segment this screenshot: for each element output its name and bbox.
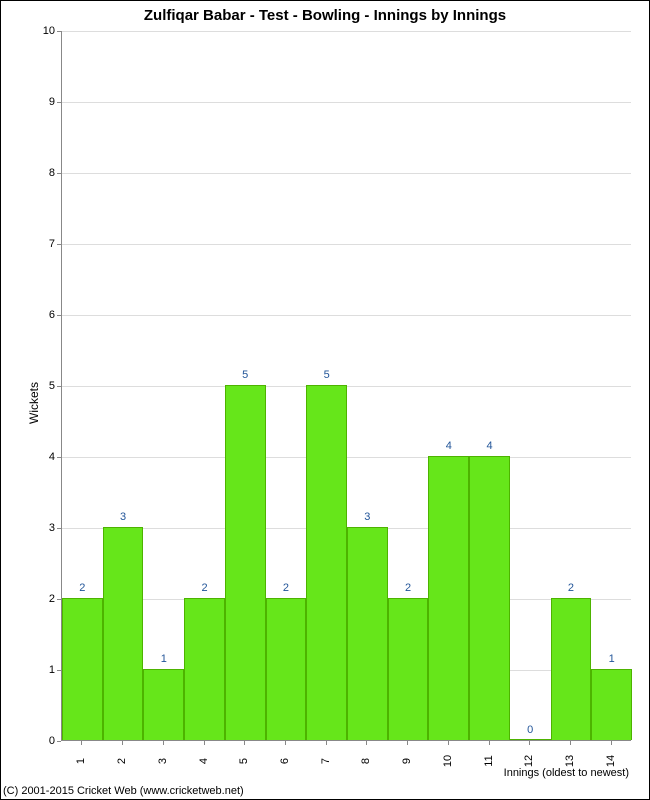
x-tick-label: 4 — [198, 751, 210, 771]
x-tick-label: 6 — [279, 751, 291, 771]
y-tick-mark — [57, 528, 61, 529]
bar — [103, 527, 144, 740]
x-tick-label: 2 — [116, 751, 128, 771]
x-tick-mark — [81, 741, 82, 745]
x-tick-label: 1 — [75, 751, 87, 771]
y-tick-mark — [57, 31, 61, 32]
y-tick-label: 0 — [15, 735, 55, 747]
bar — [469, 456, 510, 740]
bar-value-label: 0 — [527, 724, 533, 736]
gridline — [62, 102, 631, 103]
x-tick-mark — [407, 741, 408, 745]
bar — [306, 385, 347, 740]
y-tick-label: 9 — [15, 96, 55, 108]
x-tick-mark — [366, 741, 367, 745]
bar-value-label: 2 — [405, 582, 411, 594]
bar — [266, 598, 307, 740]
y-tick-label: 3 — [15, 522, 55, 534]
x-tick-label: 10 — [442, 751, 454, 771]
y-tick-mark — [57, 102, 61, 103]
y-tick-mark — [57, 244, 61, 245]
x-tick-label: 14 — [605, 751, 617, 771]
x-tick-label: 13 — [564, 751, 576, 771]
bar-value-label: 2 — [79, 582, 85, 594]
gridline — [62, 315, 631, 316]
x-tick-mark — [326, 741, 327, 745]
bar — [428, 456, 469, 740]
bar — [225, 385, 266, 740]
chart-title: Zulfiqar Babar - Test - Bowling - Inning… — [1, 7, 649, 24]
y-tick-label: 2 — [15, 593, 55, 605]
y-tick-mark — [57, 386, 61, 387]
x-tick-mark — [163, 741, 164, 745]
bar-value-label: 5 — [324, 369, 330, 381]
y-tick-mark — [57, 599, 61, 600]
bar-value-label: 2 — [201, 582, 207, 594]
y-tick-mark — [57, 741, 61, 742]
y-tick-label: 1 — [15, 664, 55, 676]
y-tick-mark — [57, 315, 61, 316]
bar — [388, 598, 429, 740]
x-tick-mark — [204, 741, 205, 745]
bar-value-label: 3 — [364, 511, 370, 523]
x-tick-label: 5 — [238, 751, 250, 771]
gridline — [62, 244, 631, 245]
gridline — [62, 31, 631, 32]
x-tick-mark — [122, 741, 123, 745]
bar-value-label: 4 — [486, 440, 492, 452]
copyright-text: (C) 2001-2015 Cricket Web (www.cricketwe… — [3, 785, 244, 797]
bar — [510, 739, 551, 740]
chart-container: Zulfiqar Babar - Test - Bowling - Inning… — [0, 0, 650, 800]
gridline — [62, 173, 631, 174]
y-tick-label: 5 — [15, 380, 55, 392]
x-tick-mark — [448, 741, 449, 745]
bar-value-label: 1 — [161, 653, 167, 665]
y-tick-label: 4 — [15, 451, 55, 463]
bar-value-label: 2 — [283, 582, 289, 594]
plot-area: 2 3 1 2 5 2 5 3 2 4 4 0 2 1 — [61, 31, 631, 741]
y-tick-mark — [57, 670, 61, 671]
bar — [551, 598, 592, 740]
x-tick-label: 3 — [157, 751, 169, 771]
bar — [143, 669, 184, 740]
y-tick-label: 6 — [15, 309, 55, 321]
y-tick-label: 8 — [15, 167, 55, 179]
bar — [347, 527, 388, 740]
bar — [591, 669, 632, 740]
bar-value-label: 1 — [609, 653, 615, 665]
bar-value-label: 4 — [446, 440, 452, 452]
x-tick-mark — [529, 741, 530, 745]
x-tick-mark — [489, 741, 490, 745]
x-tick-mark — [285, 741, 286, 745]
x-tick-mark — [244, 741, 245, 745]
bar — [184, 598, 225, 740]
y-tick-label: 10 — [15, 25, 55, 37]
bar-value-label: 2 — [568, 582, 574, 594]
x-tick-label: 12 — [523, 751, 535, 771]
x-tick-label: 11 — [483, 751, 495, 771]
bar — [62, 598, 103, 740]
x-tick-label: 9 — [401, 751, 413, 771]
y-tick-label: 7 — [15, 238, 55, 250]
y-tick-mark — [57, 457, 61, 458]
x-tick-mark — [570, 741, 571, 745]
x-tick-mark — [611, 741, 612, 745]
x-tick-label: 8 — [360, 751, 372, 771]
bar-value-label: 5 — [242, 369, 248, 381]
x-tick-label: 7 — [320, 751, 332, 771]
y-tick-mark — [57, 173, 61, 174]
bar-value-label: 3 — [120, 511, 126, 523]
